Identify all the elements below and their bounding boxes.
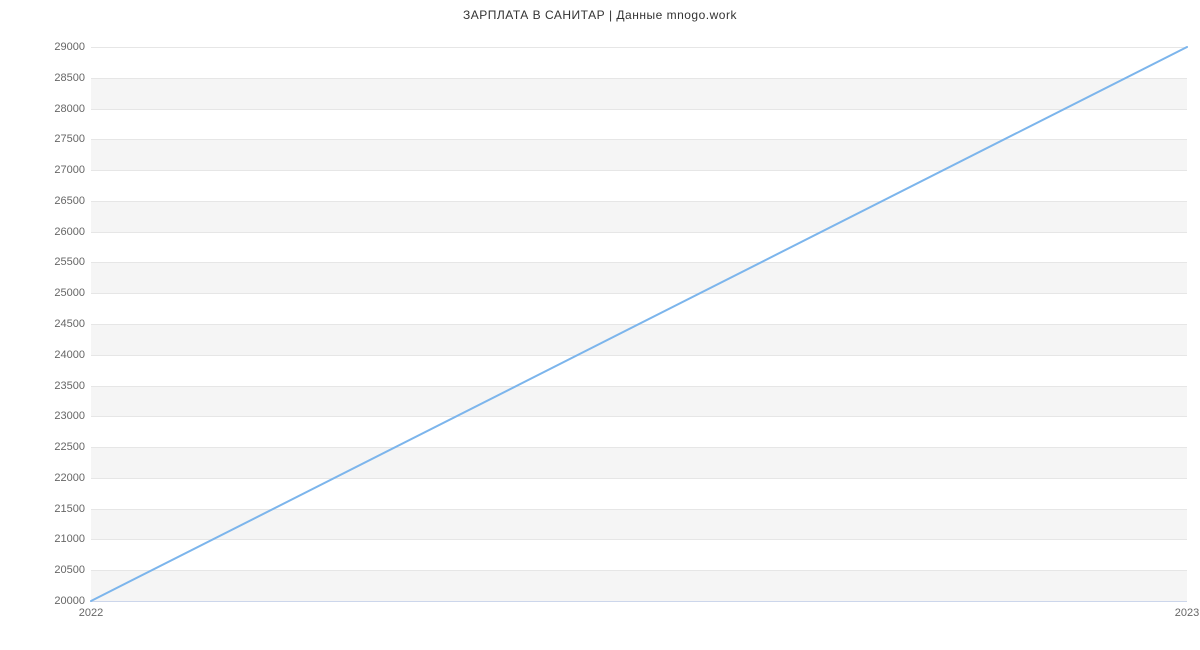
y-tick-label: 20000 [54,595,85,607]
series-line [91,47,1187,601]
y-tick-label: 25500 [54,256,85,268]
y-tick-label: 28000 [54,103,85,115]
chart-title: ЗАРПЛАТА В САНИТАР | Данные mnogo.work [0,8,1200,22]
y-tick-label: 28500 [54,72,85,84]
y-tick-label: 21500 [54,503,85,515]
salary-line-chart: ЗАРПЛАТА В САНИТАР | Данные mnogo.work 2… [0,0,1200,650]
y-tick-label: 24000 [54,349,85,361]
y-tick-label: 22500 [54,441,85,453]
y-tick-label: 24500 [54,318,85,330]
x-tick-label: 2022 [79,607,103,619]
x-axis-line [91,601,1187,602]
y-tick-label: 27000 [54,164,85,176]
y-tick-label: 29000 [54,41,85,53]
y-tick-label: 21000 [54,533,85,545]
y-tick-label: 20500 [54,564,85,576]
x-tick-label: 2023 [1175,607,1199,619]
y-tick-label: 25000 [54,287,85,299]
y-tick-label: 26000 [54,226,85,238]
y-tick-label: 23000 [54,410,85,422]
y-tick-label: 26500 [54,195,85,207]
y-tick-label: 23500 [54,380,85,392]
y-tick-label: 27500 [54,133,85,145]
y-tick-label: 22000 [54,472,85,484]
plot-area: 2000020500210002150022000225002300023500… [91,47,1187,601]
